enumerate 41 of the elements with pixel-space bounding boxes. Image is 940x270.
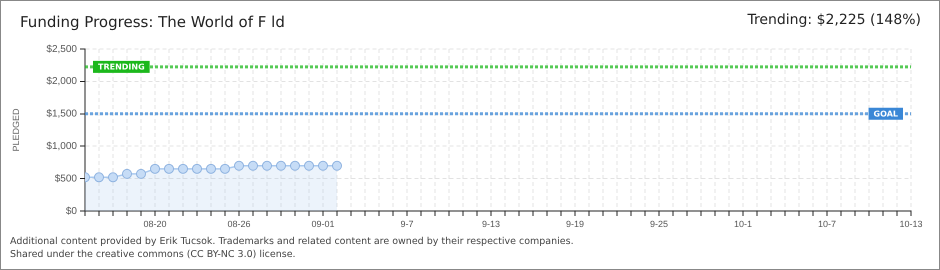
point (234, 160, 244, 171)
point (248, 160, 258, 171)
y-tick-label: $1,000 (46, 140, 78, 152)
x-tick-label: 9-19 (566, 218, 584, 229)
point (276, 160, 286, 171)
x-tick-label: 09-01 (311, 218, 335, 229)
x-tick-label: 9-13 (482, 218, 500, 229)
point (150, 164, 160, 174)
point (136, 168, 146, 179)
point (332, 160, 342, 171)
point (206, 164, 216, 174)
point (318, 160, 328, 171)
x-tick-label: 9-7 (400, 218, 414, 229)
x-tick-label: 10-13 (899, 218, 923, 229)
y-tick-label: $2,000 (46, 76, 78, 88)
x-tick-label: 08-26 (227, 218, 251, 229)
text: Additional content provided by Erik Tucsok. Trademarks and related content are owned by their respective companies. (10, 236, 574, 247)
y-tick-label: $500 (54, 173, 78, 184)
x-tick-label: 10-1 (734, 218, 752, 229)
x-tick-label: 08-20 (143, 218, 167, 229)
point (290, 160, 300, 171)
point (192, 164, 202, 174)
chart-title: Funding Progress: The World of F ld (20, 13, 285, 31)
y-tick-label: $1,500 (46, 108, 78, 120)
chart-subtitle: Trending: $2,225 (148%) (747, 12, 921, 28)
point (122, 168, 132, 179)
point (262, 160, 272, 171)
point (94, 172, 104, 182)
text: Shared under the creative commons (CC BY-NC 3.0) license. (10, 249, 296, 260)
point (108, 172, 118, 182)
point (178, 164, 188, 174)
ref-line-label: GOAL (874, 109, 898, 118)
ref-line-label: TRENDING (98, 62, 145, 72)
y-tick-label: $2,500 (46, 44, 78, 55)
point (304, 160, 314, 171)
x-tick-label: 10-7 (818, 218, 836, 229)
y-axis-title: PLEDGED (10, 108, 21, 152)
point (164, 164, 174, 174)
x-tick-label: 9-25 (650, 218, 668, 229)
point (220, 164, 230, 174)
y-tick-label: $0 (66, 206, 78, 217)
